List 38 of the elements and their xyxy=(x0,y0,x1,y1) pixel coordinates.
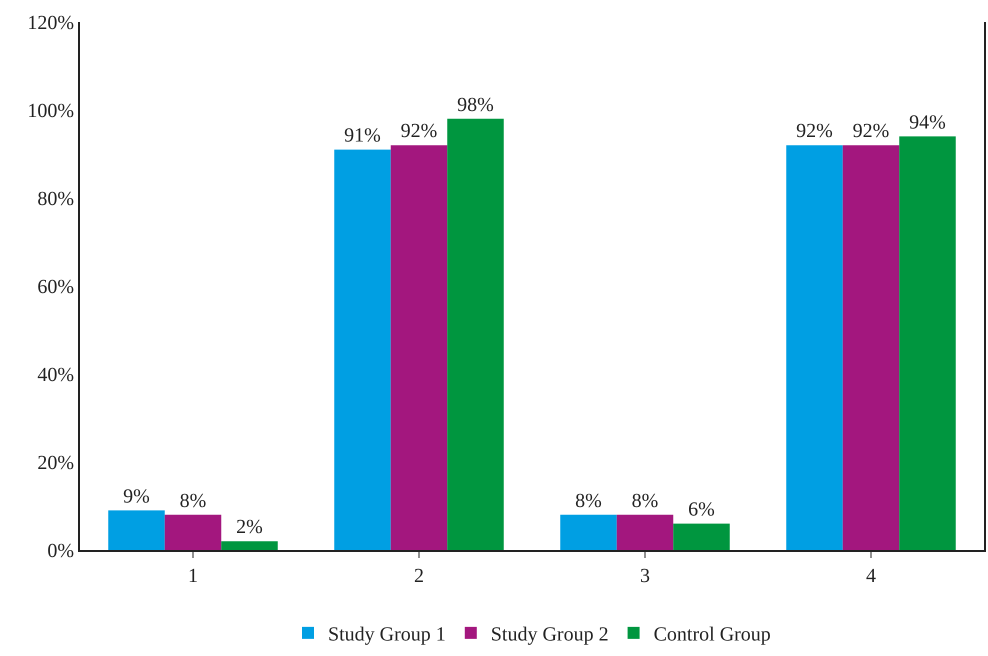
bar xyxy=(334,150,391,550)
data-label: 94% xyxy=(909,111,946,134)
bar xyxy=(390,145,448,550)
data-label: 8% xyxy=(575,490,602,512)
data-label: 91% xyxy=(344,124,381,147)
bar xyxy=(108,510,165,550)
data-label: 2% xyxy=(236,516,263,538)
legend-label: Control Group xyxy=(654,624,771,646)
legend-label: Study Group 1 xyxy=(328,624,446,646)
data-label: 8% xyxy=(632,490,658,512)
bar xyxy=(164,514,222,550)
x-tick-label: 4 xyxy=(866,565,876,587)
bar xyxy=(221,541,278,550)
bar xyxy=(673,524,730,550)
bar xyxy=(786,145,843,550)
y-tick-label: 20% xyxy=(37,452,74,474)
y-tick-label: 0% xyxy=(47,540,74,562)
bar xyxy=(616,514,674,550)
bar xyxy=(447,118,504,550)
y-tick-label: 120% xyxy=(27,12,74,34)
bar xyxy=(560,514,617,550)
y-tick-label: 40% xyxy=(37,364,74,386)
data-label: 92% xyxy=(400,120,438,142)
x-tick-label: 3 xyxy=(640,565,650,587)
data-label: 98% xyxy=(457,94,494,116)
data-label: 92% xyxy=(796,120,833,142)
y-tick-label: 100% xyxy=(27,100,74,122)
bar xyxy=(842,145,900,550)
bar xyxy=(899,136,956,550)
legend-label: Study Group 2 xyxy=(490,624,609,646)
x-tick-label: 2 xyxy=(414,565,424,587)
data-label: 92% xyxy=(852,120,890,142)
data-label: 6% xyxy=(688,498,715,521)
data-label: 9% xyxy=(123,485,150,508)
x-tick-label: 1 xyxy=(188,565,198,587)
y-tick-label: 60% xyxy=(37,276,74,298)
y-tick-label: 80% xyxy=(37,188,74,210)
data-label: 8% xyxy=(180,490,206,512)
